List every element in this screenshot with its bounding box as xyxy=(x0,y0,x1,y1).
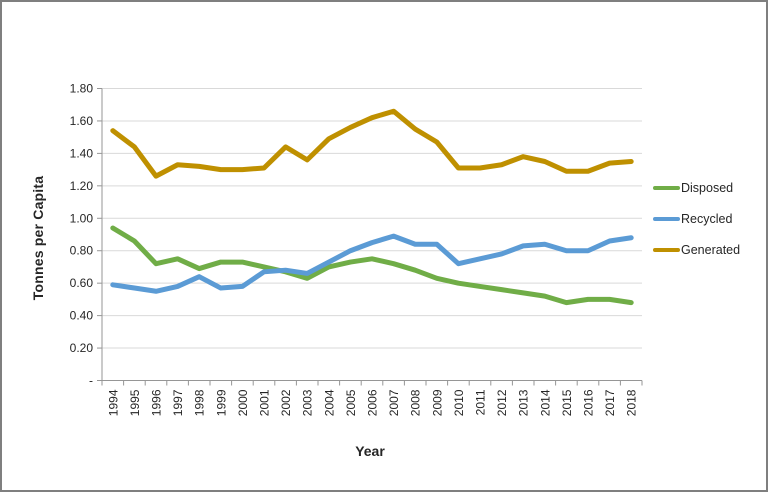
y-tick-label: 1.60 xyxy=(70,114,94,128)
x-tick-label: 2006 xyxy=(366,389,380,416)
legend-swatch-generated xyxy=(653,247,680,253)
series-line-generated xyxy=(110,108,634,179)
legend-label: Disposed xyxy=(681,181,734,195)
y-tick-label: 0.40 xyxy=(70,309,94,323)
y-tick-label: 0.20 xyxy=(70,341,94,355)
x-tick-label: 2000 xyxy=(236,389,250,416)
y-tick-label: 1.00 xyxy=(70,211,94,225)
legend-swatch-disposed xyxy=(653,185,680,191)
y-tick-label: 1.80 xyxy=(70,82,94,96)
legend-item-disposed: Disposed xyxy=(653,179,740,197)
y-tick-label: 0.80 xyxy=(70,244,94,258)
y-tick-label: 1.40 xyxy=(70,146,94,160)
legend: Disposed Recycled Generated xyxy=(653,179,740,272)
x-tick-label: 1996 xyxy=(150,389,164,416)
x-tick-label: 1998 xyxy=(193,389,207,416)
y-axis-tick-labels: 1.80 1.60 1.40 1.20 1.00 0.80 0.60 0.40 0.20 - xyxy=(70,82,94,388)
x-tick-label: 2005 xyxy=(344,389,358,416)
series-line-disposed xyxy=(110,225,634,306)
x-tick-label: 2008 xyxy=(409,389,423,416)
x-tick-label: 1999 xyxy=(214,389,228,416)
x-tick-label: 1997 xyxy=(171,389,185,416)
x-axis-tick-labels: 1994 1995 1996 1997 1998 1999 2000 2001 2002 2003… xyxy=(106,389,638,416)
x-tick-label: 2012 xyxy=(495,389,509,416)
x-tick-label: 2002 xyxy=(279,389,293,416)
legend-item-recycled: Recycled xyxy=(653,210,740,228)
y-tick-label: 0.60 xyxy=(70,276,94,290)
x-tick-label: 2018 xyxy=(625,389,639,416)
x-tick-label: 2013 xyxy=(517,389,531,416)
x-tick-label: 2011 xyxy=(474,389,488,415)
x-tick-label: 2007 xyxy=(387,389,401,416)
legend-label: Generated xyxy=(681,243,741,257)
legend-label: Recycled xyxy=(681,212,733,226)
y-tick-label: - xyxy=(89,374,93,388)
x-tick-label: 2009 xyxy=(430,389,444,416)
x-tick-label: 2014 xyxy=(538,389,552,416)
y-axis-title: Tonnes per Capita xyxy=(30,175,46,301)
legend-swatch-recycled xyxy=(653,216,680,222)
x-tick-label: 2015 xyxy=(560,389,574,416)
gridlines xyxy=(102,88,642,349)
x-tick-label: 2010 xyxy=(452,389,466,416)
axes xyxy=(97,88,643,386)
series-line-recycled xyxy=(110,233,634,294)
x-tick-label: 1995 xyxy=(128,389,142,416)
x-tick-label: 2016 xyxy=(582,389,596,416)
x-tick-label: 1994 xyxy=(106,389,120,416)
x-tick-label: 2003 xyxy=(301,389,315,416)
x-tick-label: 2017 xyxy=(603,389,617,416)
x-tick-label: 2001 xyxy=(258,389,272,416)
legend-item-generated: Generated xyxy=(653,241,740,259)
y-tick-label: 1.20 xyxy=(70,179,94,193)
x-tick-label: 2004 xyxy=(322,389,336,416)
x-axis-title: Year xyxy=(355,443,385,459)
